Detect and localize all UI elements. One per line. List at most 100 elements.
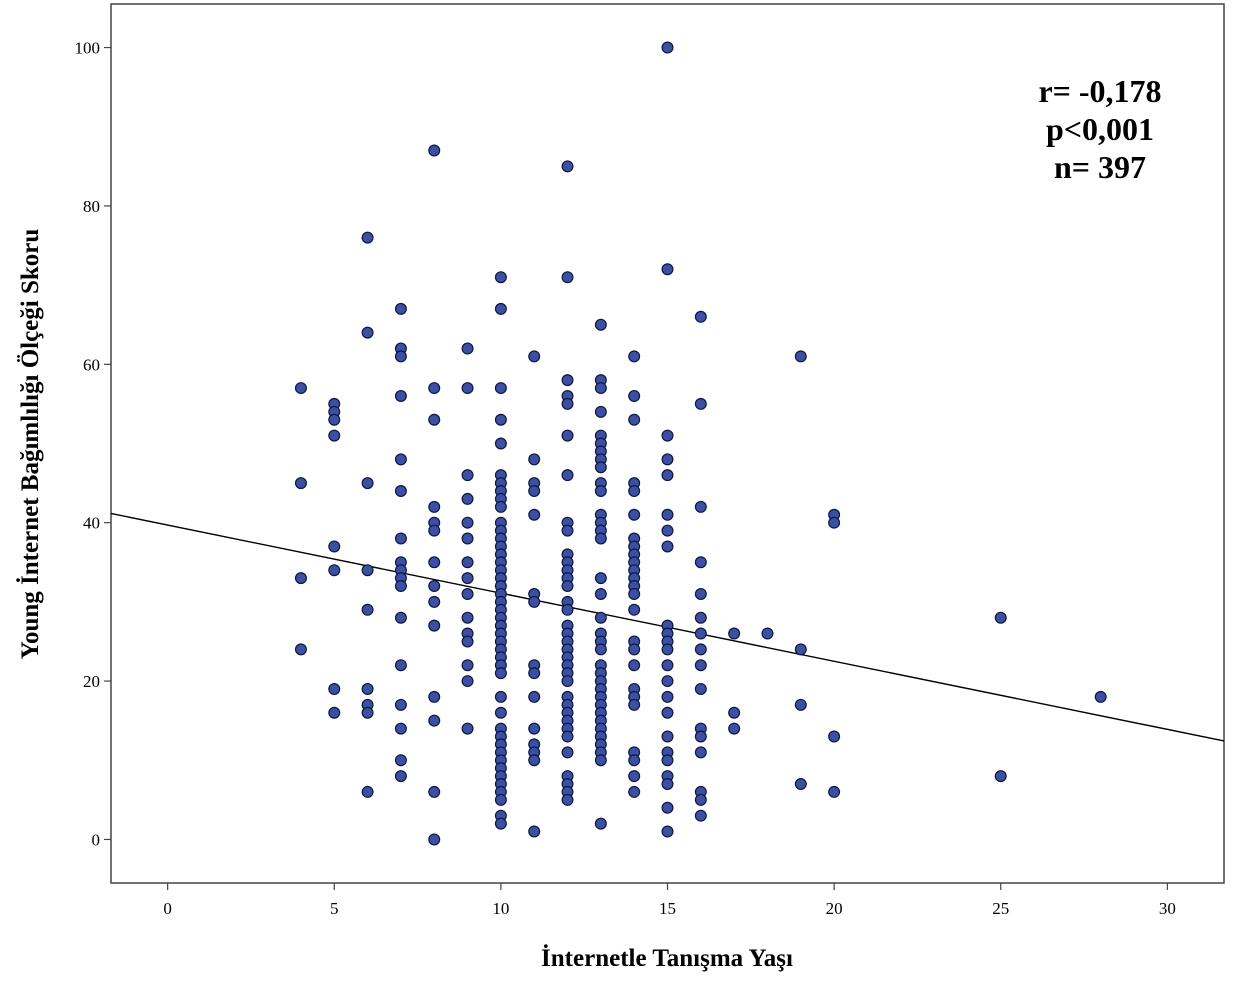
y-tick-label: 80	[83, 197, 100, 216]
data-point	[594, 532, 607, 545]
data-point	[661, 453, 674, 466]
data-point	[628, 350, 641, 363]
y-tick-label: 20	[83, 672, 100, 691]
data-point	[494, 413, 507, 426]
data-point	[661, 659, 674, 672]
data-point	[428, 619, 441, 632]
data-point	[494, 437, 507, 450]
data-point	[794, 643, 807, 656]
data-point	[461, 611, 474, 624]
data-point	[628, 754, 641, 767]
data-point	[594, 754, 607, 767]
data-point	[428, 144, 441, 157]
data-point	[1094, 690, 1107, 703]
data-point	[428, 833, 441, 846]
x-tick-label: 25	[992, 899, 1009, 918]
data-point	[361, 326, 374, 339]
data-point	[694, 587, 707, 600]
data-point	[628, 785, 641, 798]
data-point	[528, 722, 541, 735]
stat-n: n= 397	[1054, 149, 1146, 185]
data-point	[394, 722, 407, 735]
data-point	[628, 485, 641, 498]
data-point	[561, 374, 574, 387]
data-point	[361, 682, 374, 695]
data-point	[561, 469, 574, 482]
data-point	[661, 41, 674, 54]
data-point	[528, 690, 541, 703]
data-point	[628, 603, 641, 616]
data-point	[361, 477, 374, 490]
data-point	[461, 382, 474, 395]
y-tick-label: 40	[83, 514, 100, 533]
data-point	[428, 524, 441, 537]
x-tick-label: 20	[826, 899, 843, 918]
data-point	[594, 572, 607, 585]
data-point	[694, 500, 707, 513]
data-point	[828, 730, 841, 743]
data-point	[694, 659, 707, 672]
data-point	[294, 477, 307, 490]
data-point	[428, 595, 441, 608]
data-point	[628, 413, 641, 426]
y-axis-title: Young İnternet Bağımlılığı Ölçeği Skoru	[16, 229, 44, 660]
data-point	[428, 382, 441, 395]
data-point	[594, 817, 607, 830]
data-point	[461, 722, 474, 735]
data-point	[661, 825, 674, 838]
data-point	[528, 825, 541, 838]
data-point	[694, 793, 707, 806]
data-point	[561, 160, 574, 173]
data-point	[661, 778, 674, 791]
data-point	[994, 770, 1007, 783]
data-point	[361, 785, 374, 798]
data-point	[328, 413, 341, 426]
data-point	[394, 580, 407, 593]
data-point	[694, 809, 707, 822]
data-point	[528, 508, 541, 521]
data-point	[394, 611, 407, 624]
data-point	[694, 730, 707, 743]
data-point	[428, 785, 441, 798]
data-point	[661, 540, 674, 553]
data-point	[461, 556, 474, 569]
y-tick-label: 100	[75, 39, 101, 58]
data-point	[628, 508, 641, 521]
data-point	[394, 754, 407, 767]
data-point	[561, 675, 574, 688]
data-point	[794, 778, 807, 791]
data-point	[361, 231, 374, 244]
data-point	[661, 706, 674, 719]
data-point	[561, 271, 574, 284]
data-point	[661, 508, 674, 521]
data-point	[494, 382, 507, 395]
data-point	[461, 587, 474, 600]
y-tick-label: 0	[92, 830, 101, 849]
x-tick-label: 0	[163, 899, 172, 918]
data-point	[594, 643, 607, 656]
data-point	[394, 659, 407, 672]
data-point	[494, 817, 507, 830]
data-point	[828, 516, 841, 529]
data-point	[661, 643, 674, 656]
data-point	[494, 706, 507, 719]
data-point	[361, 603, 374, 616]
data-point	[694, 397, 707, 410]
data-point	[561, 429, 574, 442]
data-point	[428, 580, 441, 593]
data-point	[694, 627, 707, 640]
data-point	[661, 429, 674, 442]
data-point	[628, 587, 641, 600]
data-point	[594, 461, 607, 474]
data-point	[361, 564, 374, 577]
data-point	[328, 540, 341, 553]
data-point	[428, 556, 441, 569]
data-point	[294, 572, 307, 585]
data-point	[728, 722, 741, 735]
data-point	[694, 556, 707, 569]
data-point	[661, 730, 674, 743]
x-tick-label: 5	[330, 899, 339, 918]
data-point	[561, 793, 574, 806]
data-point	[761, 627, 774, 640]
